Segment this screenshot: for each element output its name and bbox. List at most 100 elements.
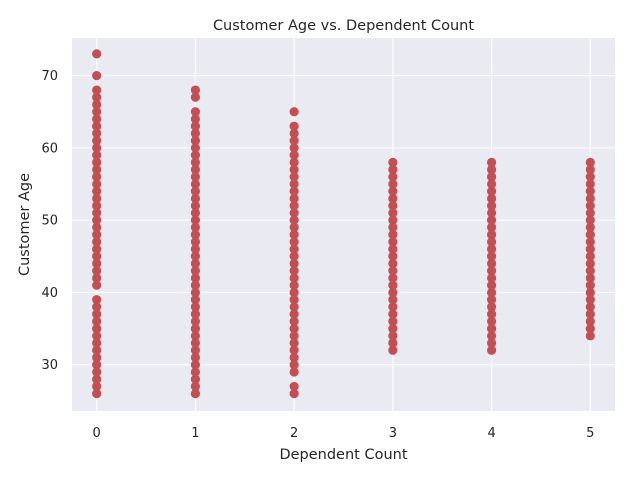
data-point [190, 352, 201, 363]
data-point [486, 287, 497, 298]
data-point [388, 157, 398, 167]
data-point [486, 338, 497, 348]
data-point [92, 186, 102, 196]
data-point [585, 331, 595, 341]
data-point [289, 244, 299, 254]
data-point [585, 295, 595, 305]
data-point [388, 323, 398, 334]
data-point [585, 164, 595, 175]
data-point [289, 331, 299, 341]
data-point [388, 237, 398, 247]
data-point [585, 237, 595, 247]
data-point [585, 258, 595, 269]
data-point [190, 172, 201, 182]
data-point [388, 345, 398, 355]
data-point [388, 179, 398, 189]
y-tick-label: 60 [41, 141, 58, 156]
data-point [92, 99, 102, 110]
data-point [92, 302, 102, 312]
data-point [388, 302, 398, 312]
data-point [289, 360, 299, 370]
x-tick-label: 2 [290, 426, 298, 441]
data-point [289, 186, 299, 196]
chart-title: Customer Age vs. Dependent Count [213, 18, 474, 34]
data-point [190, 244, 201, 254]
data-point [190, 266, 201, 276]
data-point [486, 302, 497, 312]
data-point [190, 331, 201, 341]
data-point [190, 280, 201, 290]
data-point [486, 244, 497, 254]
data-point [388, 273, 398, 283]
data-point [92, 230, 102, 240]
data-point [289, 295, 299, 305]
data-point [190, 92, 201, 102]
data-point [388, 251, 398, 261]
data-point [289, 230, 299, 240]
data-point [92, 309, 102, 319]
data-point [486, 273, 497, 283]
data-point [289, 273, 299, 283]
data-point [289, 179, 299, 189]
data-point [289, 251, 299, 261]
data-point [289, 323, 299, 334]
data-point [388, 258, 398, 269]
x-tick-label: 1 [191, 426, 199, 441]
data-point [388, 338, 398, 348]
data-point [388, 172, 398, 182]
data-point [92, 237, 102, 247]
data-point [190, 85, 201, 95]
data-point [486, 164, 497, 175]
data-point [190, 179, 201, 189]
data-point [388, 201, 398, 211]
data-point [289, 121, 299, 131]
x-tick-label: 5 [586, 426, 594, 441]
data-point [92, 121, 102, 131]
data-point [92, 215, 102, 225]
data-point [190, 338, 201, 348]
data-point [190, 287, 201, 298]
data-point [92, 280, 102, 290]
data-point [190, 230, 201, 240]
data-point [486, 316, 497, 326]
data-point [289, 352, 299, 363]
y-tick-label: 70 [41, 69, 58, 84]
data-point [190, 114, 201, 124]
data-point [388, 186, 398, 196]
data-point [486, 309, 497, 319]
plot-area [72, 38, 615, 411]
data-point [190, 273, 201, 283]
data-point [190, 128, 201, 139]
data-point [190, 345, 201, 355]
data-point [585, 251, 595, 261]
data-point [486, 208, 497, 218]
data-point [92, 164, 102, 175]
data-point [190, 157, 201, 167]
data-point [289, 345, 299, 355]
data-point [289, 208, 299, 218]
data-point [190, 251, 201, 261]
data-point [92, 360, 102, 370]
data-point [486, 251, 497, 261]
data-point [190, 316, 201, 326]
data-point [92, 49, 102, 59]
data-point [92, 157, 102, 167]
data-point [92, 128, 102, 139]
data-point [289, 107, 299, 117]
data-point [289, 150, 299, 160]
data-point [289, 287, 299, 298]
data-point [190, 201, 201, 211]
data-point [92, 136, 102, 146]
data-point [585, 244, 595, 254]
data-point [92, 70, 102, 81]
data-point [190, 208, 201, 218]
data-point [92, 331, 102, 341]
data-point [92, 193, 102, 204]
data-point [190, 164, 201, 175]
data-point [585, 172, 595, 182]
data-point [486, 266, 497, 276]
data-point [486, 331, 497, 341]
data-point [388, 316, 398, 326]
data-point [92, 295, 102, 305]
